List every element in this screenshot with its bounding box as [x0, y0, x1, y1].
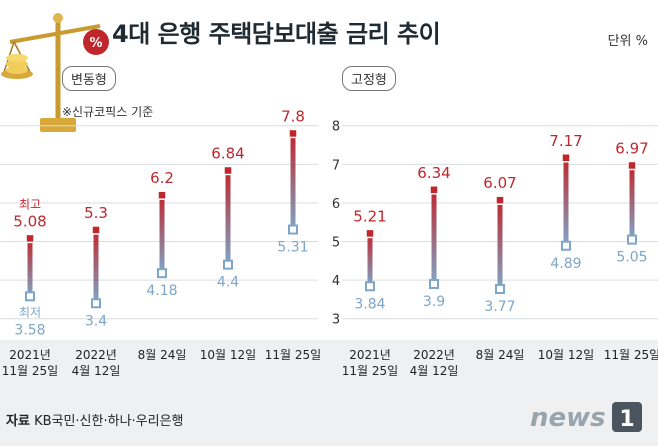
low-marker: [25, 291, 35, 302]
low-marker: [223, 259, 233, 270]
low-value-label: 5.05: [616, 250, 647, 266]
panel-label-variable: 변동형: [62, 66, 116, 91]
low-marker: [561, 240, 571, 251]
range-bar: [629, 165, 635, 240]
low-value-label: 3.4: [85, 313, 107, 329]
high-value-label: 7.8: [281, 107, 305, 125]
range-bar: [225, 170, 231, 265]
rate-range-chart: 3 4 5 6 7 8 5.08 3.58 2021년 11월 25일 최고 5.3 3.4 2022년 4…: [0, 107, 658, 378]
range-bar: [367, 233, 373, 287]
low-value-label: 4.4: [217, 275, 239, 291]
category-label: 4월 12일: [410, 364, 459, 378]
high-value-label: 7.17: [549, 132, 582, 150]
low-value-label: 3.9: [423, 294, 445, 310]
range-bar: [27, 238, 33, 297]
category-label: 11월 25일: [342, 364, 398, 378]
y-tick-label: 8: [332, 120, 340, 135]
high-marker: [25, 233, 35, 244]
high-marker: [288, 128, 298, 139]
y-tick-label: 6: [332, 197, 340, 212]
unit-label: 단위 %: [607, 34, 648, 49]
low-value-label: 3.77: [484, 299, 515, 315]
range-bar: [497, 200, 503, 289]
category-label: 2022년: [75, 348, 117, 362]
high-value-label: 5.08: [13, 212, 46, 230]
low-marker: [429, 278, 439, 289]
high-value-label: 5.3: [84, 204, 108, 222]
category-label: 2022년: [413, 348, 455, 362]
high-value-label: 6.34: [417, 164, 450, 182]
range-bar: [159, 195, 165, 274]
low-marker: [91, 298, 101, 309]
low-value-label: 4.18: [146, 283, 177, 299]
category-label: 8월 24일: [476, 348, 525, 362]
low-marker: [157, 268, 167, 279]
logo-text: news: [530, 403, 606, 433]
news1-logo-icon: news 1: [530, 402, 642, 433]
category-label: 2021년: [349, 348, 391, 362]
range-bar: [563, 157, 569, 246]
high-marker: [627, 160, 637, 171]
source-band: [0, 396, 658, 446]
range-bar: [93, 229, 99, 304]
category-band: [0, 340, 658, 396]
category-label: 10월 12일: [200, 348, 256, 362]
category-label: 8월 24일: [138, 348, 187, 362]
high-marker: [157, 190, 167, 200]
low-value-label: 3.58: [14, 322, 45, 338]
chart-title: 4대 은행 주택담보대출 금리 추이: [112, 20, 441, 48]
series-label-low: 최저: [19, 305, 41, 319]
high-value-label: 6.07: [483, 174, 516, 192]
panel-label-fixed: 고정형: [342, 66, 396, 91]
low-marker: [495, 283, 505, 294]
low-value-label: 4.89: [550, 256, 581, 272]
range-bar: [431, 189, 437, 284]
low-marker: [627, 234, 637, 245]
basis-note: ※신규코픽스 기준: [62, 105, 154, 119]
category-label: 11월 25일: [604, 348, 658, 362]
series-label-high: 최고: [19, 197, 41, 211]
y-tick-label: 5: [332, 236, 340, 251]
high-value-label: 6.84: [211, 144, 244, 162]
y-tick-label: 4: [332, 274, 340, 289]
high-marker: [91, 225, 101, 235]
high-marker: [495, 195, 505, 205]
category-label: 2021년: [9, 348, 51, 362]
y-tick-label: 7: [332, 158, 340, 173]
high-marker: [365, 228, 375, 239]
source-text: KB국민·신한·하나·우리은행: [34, 414, 184, 429]
source-label: 자료: [6, 414, 30, 429]
high-marker: [429, 185, 439, 195]
category-label: 4월 12일: [72, 364, 121, 378]
low-value-label: 5.31: [277, 240, 308, 256]
low-marker: [365, 281, 375, 292]
range-bar: [290, 133, 296, 230]
category-label: 11월 25일: [2, 364, 58, 378]
category-label: 11월 25일: [265, 348, 321, 362]
category-label: 10월 12일: [538, 348, 594, 362]
low-marker: [288, 224, 298, 235]
svg-text:%: %: [89, 36, 102, 51]
high-value-label: 6.2: [150, 169, 174, 187]
high-marker: [223, 165, 233, 176]
low-value-label: 3.84: [354, 296, 385, 312]
y-tick-label: 3: [332, 313, 340, 328]
logo-number: 1: [619, 407, 634, 432]
high-marker: [561, 153, 571, 163]
high-value-label: 5.21: [353, 207, 386, 225]
high-value-label: 6.97: [615, 139, 648, 157]
source-line: 자료 KB국민·신한·하나·우리은행: [6, 410, 184, 429]
scale-illustration-icon: %: [1, 13, 109, 132]
